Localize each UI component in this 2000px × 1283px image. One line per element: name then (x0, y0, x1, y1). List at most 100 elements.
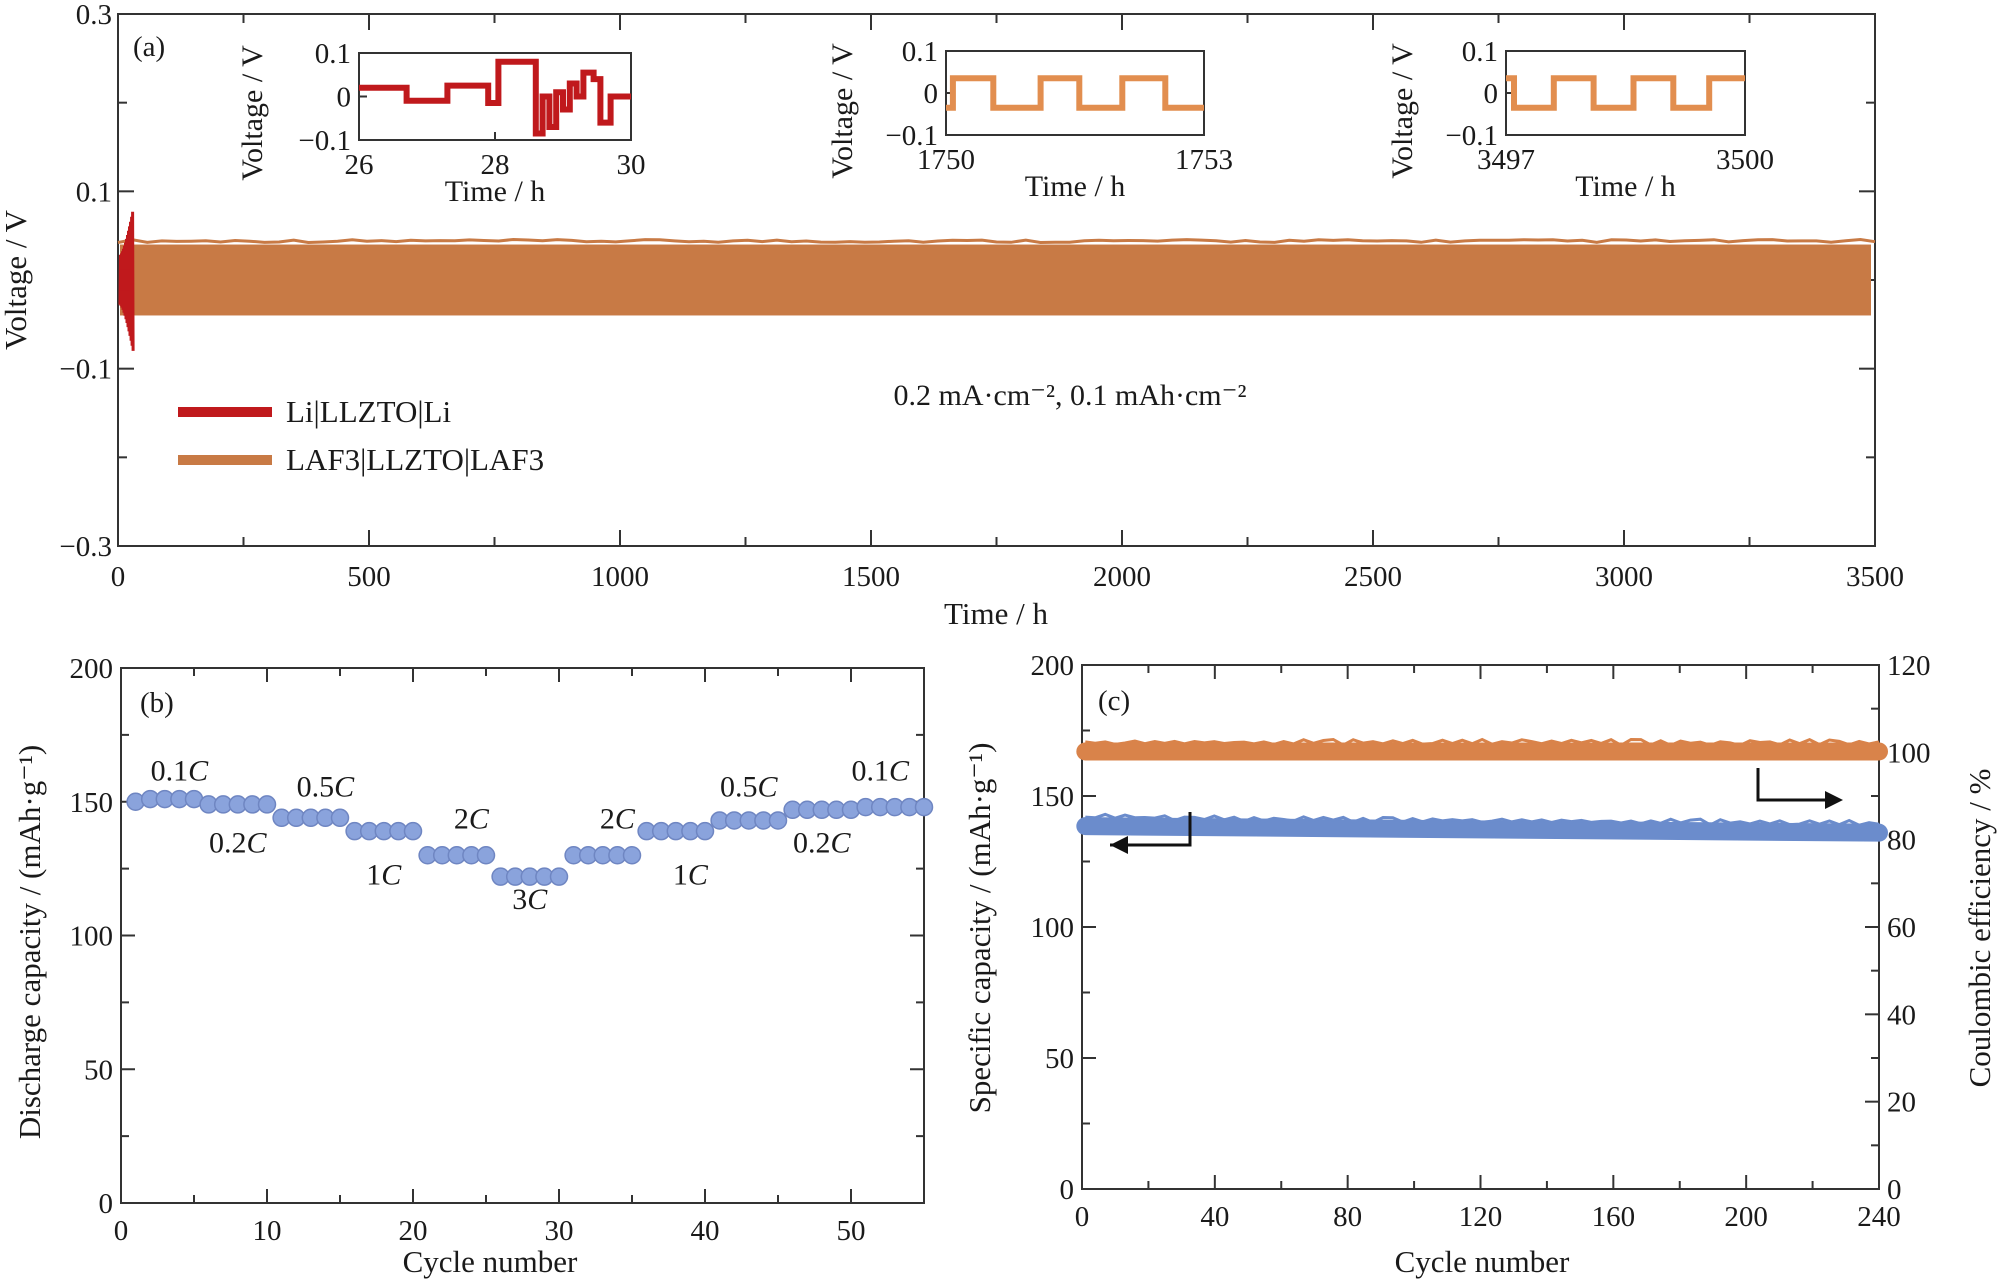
c-xtick-label: 0 (1075, 1201, 1090, 1233)
b-rate-unit: C (469, 803, 490, 836)
b-point (914, 797, 934, 817)
a-xtick-label: 3500 (1846, 561, 1904, 593)
b-rate-value: 1 (366, 859, 381, 892)
b-xtick-label: 0 (114, 1215, 129, 1247)
c-ytick-left-label: 150 (1031, 781, 1075, 813)
b-rate-label: 0.5C (297, 770, 356, 803)
b-point (257, 795, 277, 814)
a-ytick-label: 0.3 (76, 0, 112, 31)
b-rate-label: 0.1C (151, 754, 210, 787)
c-ytick-right-label: 120 (1887, 650, 1931, 682)
inset-ylabel: Voltage / V (236, 45, 269, 181)
inset-ytick-label: −0.1 (1445, 120, 1498, 152)
legend-label-li: Li|LLZTO|Li (286, 394, 451, 429)
inset-ytick-label: −0.1 (885, 120, 938, 152)
b-ytick-label: 0 (99, 1188, 114, 1220)
a-xtick-label: 3000 (1595, 561, 1653, 593)
c-ytick-right-label: 60 (1887, 912, 1916, 944)
inset-trace (946, 75, 1204, 111)
b-rate-value: 0.2 (793, 827, 831, 860)
b-rate-value: 1 (673, 859, 688, 892)
inset-xtick-label: 26 (345, 149, 374, 181)
c-ytick-left-label: 100 (1031, 912, 1075, 944)
inset-ytick-label: 0.1 (315, 38, 351, 70)
panel-a-ticks: 0 500 1000 1500 2000 2500 3000 35000.30.1−0.1−0… (59, 0, 1904, 593)
c-series-left-band (1076, 817, 1888, 842)
b-ytick-label: 100 (70, 921, 114, 953)
b-rate-value: 0.1 (151, 754, 189, 787)
inset-ytick-label: 0 (1484, 78, 1499, 110)
panel-c-xlabel: Cycle number (1395, 1244, 1570, 1279)
b-rate-label: 1C (366, 859, 402, 892)
inset-ytick-label: 0 (924, 78, 939, 110)
a-ytick-label: −0.3 (59, 531, 112, 563)
b-rate-unit: C (615, 803, 636, 836)
b-rate-unit: C (688, 859, 709, 892)
inset-ytick-label: 0 (337, 82, 352, 114)
b-point (330, 808, 350, 828)
panel-a-ylabel: Voltage / V (0, 209, 33, 350)
c-xtick-label: 40 (1200, 1201, 1229, 1233)
panel-b-ticks: 0 10 20 30 40 50 0 50 100 150 200 (70, 653, 924, 1247)
inset-xtick-label: 28 (481, 149, 510, 181)
a-xtick-label: 1000 (591, 561, 649, 593)
panel-b-frame (120, 667, 925, 1204)
a-xtick-label: 2000 (1093, 561, 1151, 593)
panel-b-xlabel: Cycle number (403, 1244, 578, 1279)
b-point (622, 846, 642, 865)
a-xtick-label: 500 (347, 561, 391, 593)
inset-xtick-label: 3500 (1716, 144, 1774, 176)
c-ytick-left-label: 200 (1031, 650, 1075, 682)
b-rate-unit: C (381, 859, 402, 892)
b-rate-unit: C (889, 754, 910, 787)
b-rate-label: 2C (600, 803, 636, 836)
panel-a-condition: 0.2 mA·cm⁻², 0.1 mAh·cm⁻² (894, 379, 1247, 412)
inset-ytick-label: 0.1 (902, 36, 938, 68)
b-rate-label: 0.2C (793, 827, 852, 860)
panel-a-label: (a) (133, 31, 165, 63)
b-rate-label: 0.1C (851, 754, 910, 787)
c-series-left-edge (1085, 812, 1880, 827)
inset-1: 0.1 0 −0.126 28 30 Time / h Voltage / V (236, 38, 646, 208)
b-xtick-label: 30 (545, 1215, 574, 1247)
c-xtick-label: 160 (1592, 1201, 1636, 1233)
panel-c: (c) 0 40 80 120 160 200 2400501001502000204060… (962, 650, 1997, 1279)
b-rate-value: 0.1 (851, 754, 889, 787)
b-xtick-label: 10 (253, 1215, 282, 1247)
series-li-core (119, 269, 131, 291)
a-ytick-label: 0.1 (76, 176, 112, 208)
panel-c-ylabel-left: Specific capacity / (mAh·g⁻¹) (962, 743, 997, 1114)
inset-xtick-label: 1753 (1175, 144, 1233, 176)
panel-a: (a) 0 500 1000 1500 2000 2500 3000 35000.30.1−0… (0, 0, 1904, 631)
panel-c-ticks: 0 40 80 120 160 200 24005010015020002040608010… (1031, 650, 1931, 1233)
c-ytick-right-label: 40 (1887, 999, 1916, 1031)
b-rate-unit: C (188, 754, 209, 787)
legend: Li|LLZTO|Li LAF3|LLZTO|LAF3 (178, 394, 544, 477)
b-xtick-label: 40 (691, 1215, 720, 1247)
c-ytick-right-label: 20 (1887, 1087, 1916, 1119)
b-rate-label: 3C (512, 883, 548, 916)
b-point (768, 811, 788, 830)
inset-xtick-label: 3497 (1477, 144, 1535, 176)
b-rate-unit: C (758, 770, 779, 803)
right-axis-arrow (1756, 768, 1825, 802)
b-point (549, 867, 569, 886)
panel-b-points (126, 789, 934, 886)
inset-ylabel: Voltage / V (826, 43, 859, 179)
c-ytick-left-label: 50 (1045, 1043, 1074, 1075)
inset-frame (945, 50, 1205, 136)
b-ytick-label: 50 (84, 1054, 113, 1086)
b-xtick-label: 20 (399, 1215, 428, 1247)
b-ytick-label: 200 (70, 653, 114, 685)
c-ytick-right-label: 0 (1887, 1174, 1902, 1206)
c-ytick-right-label: 80 (1887, 825, 1916, 857)
b-rate-value: 2 (454, 803, 469, 836)
c-xtick-label: 200 (1724, 1201, 1768, 1233)
inset-xtick-label: 30 (617, 149, 646, 181)
b-xtick-label: 50 (837, 1215, 866, 1247)
b-rate-value: 0.5 (297, 770, 335, 803)
inset-frame (358, 52, 632, 141)
